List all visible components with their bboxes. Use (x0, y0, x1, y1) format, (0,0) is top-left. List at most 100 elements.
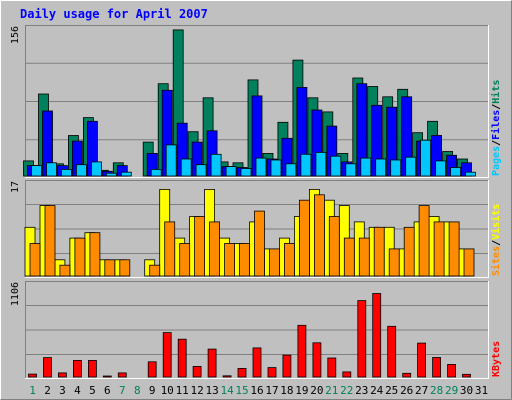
bar-sites (269, 248, 280, 277)
bar-kbytes (297, 324, 307, 378)
bar-sites (343, 237, 355, 277)
y-axis-label-files: Files (490, 110, 502, 140)
y-axis-label-visits: Visits (490, 204, 502, 240)
bar-sites (149, 264, 161, 277)
x-tick-label: 20 (310, 384, 323, 397)
bar-kbytes (207, 348, 217, 378)
bar-pages (435, 160, 447, 177)
bar-pages (345, 163, 357, 177)
x-tick-label: 6 (104, 384, 111, 397)
bar-pages (61, 168, 72, 177)
x-tick-label: 30 (460, 384, 473, 397)
bar-pages (195, 164, 207, 177)
bar-sites (418, 205, 430, 277)
bar-pages (180, 158, 192, 177)
x-tick-label: 14 (220, 384, 234, 397)
x-tick-label: 25 (385, 384, 398, 397)
x-tick-label: 21 (325, 384, 338, 397)
panel-kbytes: 1106 KBytes (10, 281, 502, 379)
x-tick-label: 13 (205, 384, 218, 397)
x-tick-label: 23 (355, 384, 368, 397)
bar-pages (210, 153, 222, 177)
bar-sites (313, 194, 325, 277)
bar-kbytes (222, 375, 232, 378)
bar-pages (270, 159, 282, 177)
bar-pages (375, 158, 387, 177)
y-max-label: 156 (10, 26, 21, 44)
bar-pages (315, 151, 327, 177)
x-tick-label: 27 (415, 384, 428, 397)
y-axis-label-separator: / (491, 140, 502, 146)
bar-pages (91, 161, 102, 177)
bar-pages (76, 164, 87, 177)
bar-sites (298, 199, 310, 277)
bar-sites (119, 259, 131, 277)
y-axis-label-hits: Hits (490, 80, 502, 104)
chart-title: Daily usage for April 2007 (20, 7, 208, 21)
panel-visits-sites: 17 Sites/Visits (10, 180, 502, 278)
x-tick-label: 15 (235, 384, 248, 397)
bar-kbytes (237, 367, 247, 378)
x-tick-label: 4 (74, 384, 81, 397)
bar-kbytes (252, 347, 262, 378)
x-tick-label: 28 (430, 384, 443, 397)
bar-pages (255, 157, 267, 177)
x-tick-label: 9 (149, 384, 156, 397)
bar-pages (240, 168, 252, 177)
bar-pages (46, 162, 57, 177)
bar-pages (465, 171, 476, 177)
y-axis-label: Pages/Files/Hits (490, 80, 502, 176)
bar-pages (405, 156, 417, 177)
bar-kbytes (192, 365, 202, 378)
x-tick-label: 11 (176, 384, 189, 397)
bar-sites (104, 259, 116, 277)
bar-sites (254, 210, 265, 277)
y-max-label: 17 (10, 181, 21, 193)
bar-sites (239, 243, 250, 277)
bar-pages (105, 172, 117, 177)
x-tick-label: 2 (44, 384, 51, 397)
x-tick-label: 16 (250, 384, 263, 397)
bar-kbytes (282, 354, 292, 378)
bar-kbytes (28, 373, 37, 378)
bar-pages (120, 171, 132, 177)
bar-kbytes (312, 342, 322, 378)
bar-pages (420, 139, 432, 177)
bar-sites (448, 221, 460, 277)
y-axis-label-separator: / (491, 104, 502, 110)
bar-kbytes (43, 357, 52, 378)
bar-sites (373, 226, 385, 277)
bar-kbytes (58, 372, 67, 378)
x-tick-label: 26 (400, 384, 413, 397)
chart-panels: 156Pages/Files/Hits17Sites/Visits1106KBy… (10, 25, 502, 379)
bar-pages (390, 159, 402, 177)
bar-kbytes (447, 363, 457, 378)
bar-sites (403, 226, 415, 277)
x-tick-label: 5 (89, 384, 96, 397)
x-tick-label: 31 (475, 384, 488, 397)
bar-sites (388, 248, 400, 277)
bar-kbytes (162, 332, 172, 378)
x-tick-label: 18 (280, 384, 293, 397)
bar-sites (209, 221, 221, 277)
bar-pages (450, 167, 462, 177)
bar-sites (179, 243, 191, 277)
bar-kbytes (387, 325, 397, 378)
bar-kbytes (177, 338, 187, 378)
bar-kbytes (342, 371, 352, 378)
bar-sites (283, 243, 295, 277)
bar-kbytes (102, 375, 112, 378)
bar-sites (224, 243, 236, 277)
x-tick-label: 17 (265, 384, 278, 397)
bar-sites (29, 243, 41, 277)
bar-kbytes (372, 293, 382, 378)
bar-pages (285, 163, 297, 177)
y-axis-label-pages: Pages (491, 146, 502, 176)
x-tick-label: 12 (190, 384, 203, 397)
bar-sites (164, 221, 176, 277)
bar-sites (44, 205, 56, 277)
bar-pages (31, 165, 42, 177)
